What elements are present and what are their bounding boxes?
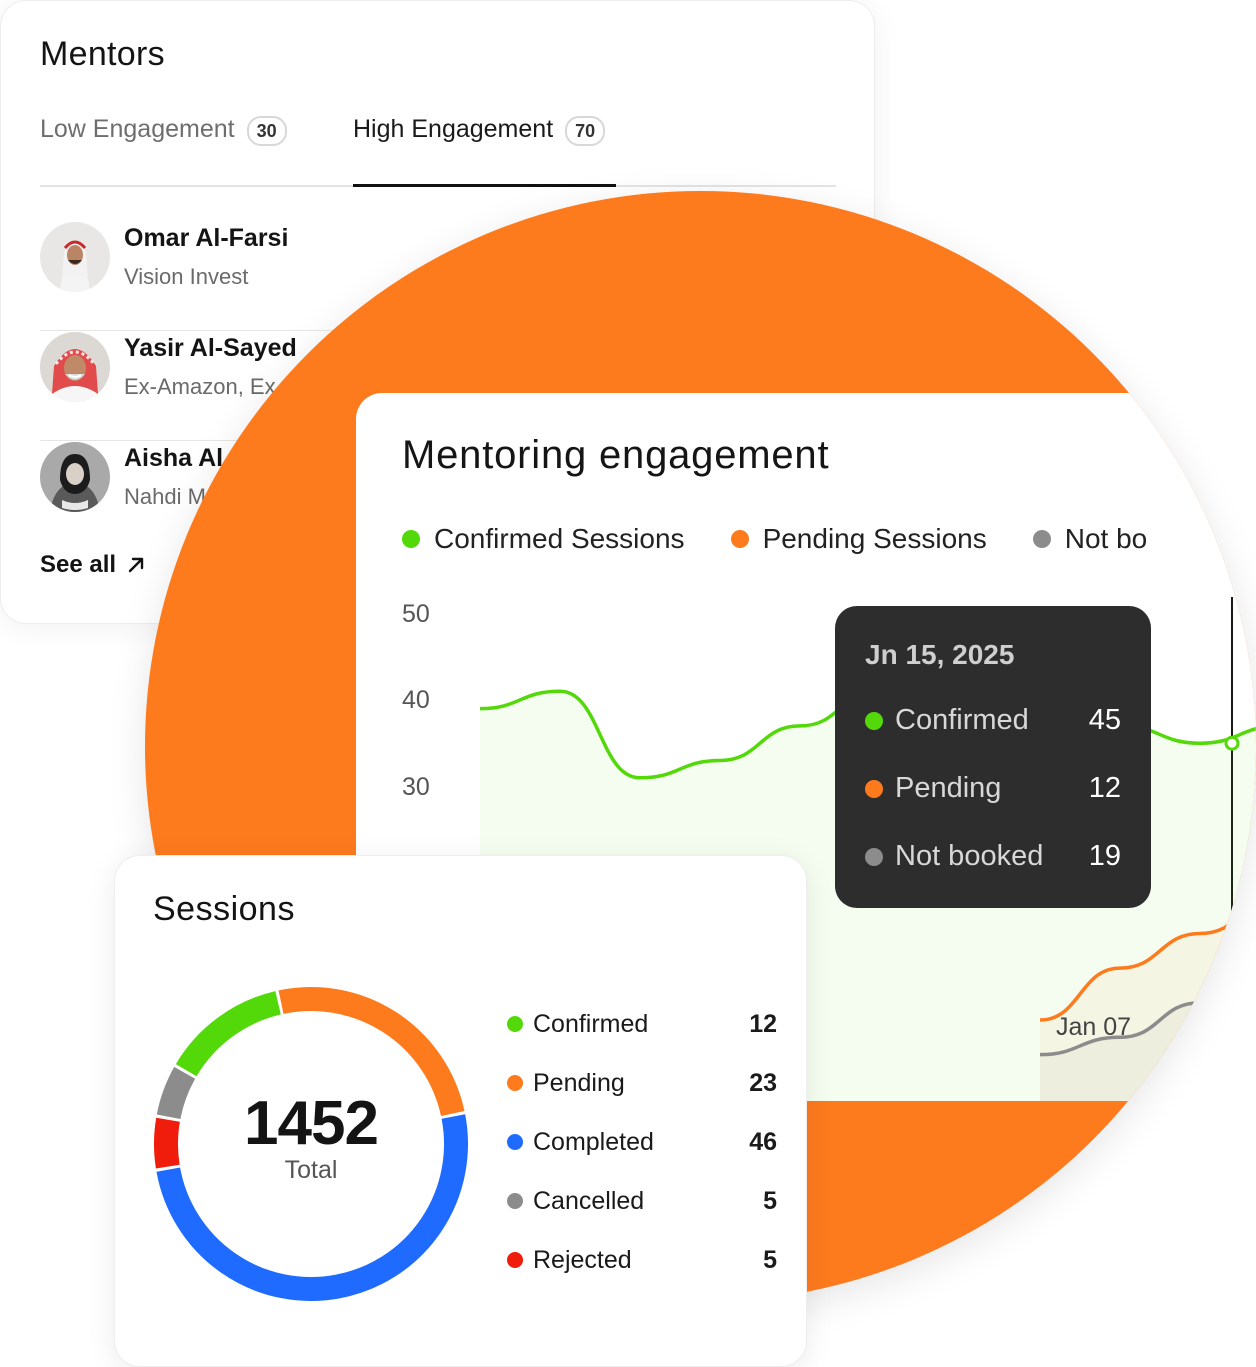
mentor-name: Yasir Al-Sayed xyxy=(124,334,297,362)
legend-row-cancelled: Cancelled 5 xyxy=(507,1181,777,1221)
tooltip-row-confirmed: Confirmed 45 xyxy=(865,704,1121,737)
session-label: Pending xyxy=(533,1068,625,1097)
session-label: Confirmed xyxy=(533,1009,649,1038)
see-all-label: See all xyxy=(40,551,117,578)
legend-row-confirmed: Confirmed 12 xyxy=(507,1004,777,1044)
session-value: 5 xyxy=(763,1245,777,1274)
donut-segment-rejected[interactable] xyxy=(154,1117,180,1169)
legend-row-rejected: Rejected 5 xyxy=(507,1240,777,1280)
tooltip-label: Pending xyxy=(895,772,1002,804)
tooltip-row-pending: Pending 12 xyxy=(865,772,1121,805)
gray-dot-icon xyxy=(1032,530,1051,548)
gray-dot-icon xyxy=(507,1193,523,1209)
series-highlight-point xyxy=(1224,735,1240,751)
tab-high-label: High Engagement xyxy=(353,115,554,143)
series-area xyxy=(1040,1002,1256,1101)
tooltip-value: 45 xyxy=(1088,704,1121,736)
mentor-row-aisha[interactable]: Aisha Al Nahdi M xyxy=(40,442,836,550)
y-tick-label: 30 xyxy=(402,773,430,801)
avatar xyxy=(40,442,110,512)
avatar xyxy=(40,222,110,292)
series-line xyxy=(1039,1000,1256,1057)
tooltip-value: 12 xyxy=(1088,772,1121,804)
donut-segment-pending[interactable] xyxy=(278,987,465,1117)
orange-dot-icon xyxy=(507,1075,523,1091)
blue-dot-icon xyxy=(507,1134,523,1150)
tooltip-value: 19 xyxy=(1088,840,1121,872)
tab-low-engagement[interactable]: Low Engagement 30 xyxy=(40,109,287,185)
legend-pending[interactable]: Pending Sessions xyxy=(730,523,987,555)
avatar xyxy=(40,332,110,402)
x-tick-label: Jan 07 xyxy=(1056,1013,1132,1041)
series-line xyxy=(1039,902,1256,1022)
orange-dot-icon xyxy=(865,779,883,798)
mentor-org: Nahdi M xyxy=(124,484,206,509)
tooltip-date: Jn 15, 2025 xyxy=(865,639,1015,670)
tooltip-row-not-booked: Not booked 19 xyxy=(865,840,1121,873)
legend-row-pending: Pending 23 xyxy=(507,1063,777,1103)
series-highlight-point xyxy=(1224,995,1240,1011)
chart-tooltip: Jn 15, 2025 Confirmed 45 Pending 12 Not … xyxy=(835,606,1151,908)
sessions-total: 1452 xyxy=(244,1089,379,1158)
green-dot-icon xyxy=(865,711,883,730)
donut-segment-completed[interactable] xyxy=(156,1114,468,1301)
sessions-total-label: Total xyxy=(284,1156,338,1184)
session-value: 23 xyxy=(749,1068,777,1097)
series-area xyxy=(1040,904,1256,1101)
tab-low-label: Low Engagement xyxy=(40,115,235,143)
sessions-title: Sessions xyxy=(153,890,295,928)
donut-segment-cancelled[interactable] xyxy=(156,1066,196,1120)
tooltip-label: Not booked xyxy=(895,840,1044,872)
mentor-tabs: Low Engagement 30 High Engagement 70 xyxy=(40,109,836,187)
arrow-up-right-icon xyxy=(128,557,144,573)
session-value: 46 xyxy=(749,1127,777,1156)
tab-low-count-badge: 30 xyxy=(246,116,287,146)
tooltip-label: Confirmed xyxy=(895,704,1029,736)
tab-high-engagement[interactable]: High Engagement 70 xyxy=(353,109,616,187)
donut-segment-confirmed[interactable] xyxy=(175,991,282,1077)
legend-confirmed-label: Confirmed Sessions xyxy=(434,523,685,554)
mentor-org: Vision Invest xyxy=(124,264,249,289)
engagement-legend: Confirmed Sessions Pending Sessions Not … xyxy=(402,523,1193,555)
green-dot-icon xyxy=(507,1016,523,1032)
orange-dot-icon xyxy=(730,530,749,548)
session-value: 5 xyxy=(763,1186,777,1215)
session-label: Cancelled xyxy=(533,1186,645,1215)
y-tick-label: 50 xyxy=(402,600,430,628)
mentor-name: Omar Al-Farsi xyxy=(124,224,289,252)
see-all-link[interactable]: See all xyxy=(40,551,146,579)
sessions-donut-chart xyxy=(154,987,468,1301)
series-highlight-point xyxy=(1224,926,1240,941)
session-label: Completed xyxy=(533,1127,654,1156)
mentors-title: Mentors xyxy=(40,35,165,73)
sessions-card: Sessions 1452 Total Confirmed 12 Pending… xyxy=(114,855,807,1367)
session-value: 12 xyxy=(749,1009,777,1038)
green-dot-icon xyxy=(402,530,420,548)
mentor-name: Aisha Al xyxy=(124,444,224,472)
tab-high-count-badge: 70 xyxy=(565,116,606,146)
legend-confirmed[interactable]: Confirmed Sessions xyxy=(402,523,685,555)
session-label: Rejected xyxy=(533,1245,632,1274)
gray-dot-icon xyxy=(865,847,883,866)
legend-pending-label: Pending Sessions xyxy=(762,523,987,554)
legend-not-booked-label: Not bo xyxy=(1064,523,1148,554)
y-tick-label: 40 xyxy=(402,686,430,714)
red-dot-icon xyxy=(507,1252,523,1268)
legend-not-booked[interactable]: Not bo xyxy=(1032,523,1148,555)
engagement-title: Mentoring engagement xyxy=(402,433,830,477)
legend-row-completed: Completed 46 xyxy=(507,1122,777,1162)
mentor-org: Ex-Amazon, Ex xyxy=(124,374,276,399)
